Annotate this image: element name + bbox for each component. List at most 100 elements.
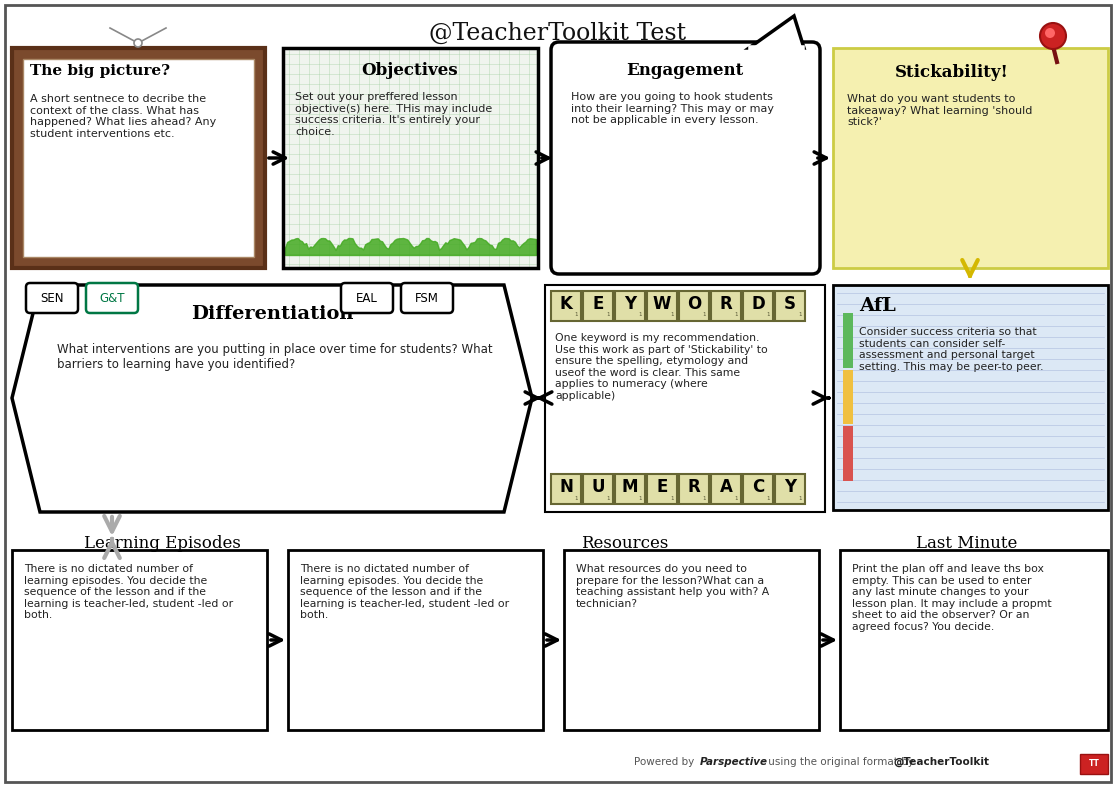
Text: Engagement: Engagement: [626, 62, 743, 79]
Text: 1: 1: [702, 312, 705, 317]
Bar: [833, 285, 1108, 510]
Bar: [615, 291, 645, 321]
Text: 1: 1: [606, 496, 609, 501]
FancyBboxPatch shape: [551, 42, 820, 274]
Bar: [551, 474, 581, 504]
Text: @TeacherToolkit Test: @TeacherToolkit Test: [430, 22, 686, 45]
Bar: [1080, 754, 1108, 774]
Text: using the original format by: using the original format by: [764, 757, 917, 767]
Bar: [12, 550, 267, 730]
Text: 1: 1: [734, 312, 738, 317]
Text: One keyword is my recommendation.
Use this work as part of 'Stickability' to
ens: One keyword is my recommendation. Use th…: [555, 333, 768, 401]
Text: E: E: [593, 295, 604, 313]
Bar: [23, 59, 254, 257]
Bar: [843, 313, 853, 368]
Bar: [775, 474, 805, 504]
Bar: [840, 550, 1108, 730]
Bar: [12, 48, 264, 268]
Bar: [743, 291, 773, 321]
Bar: [564, 550, 819, 730]
Text: There is no dictated number of
learning episodes. You decide the
sequence of the: There is no dictated number of learning …: [25, 564, 233, 620]
Bar: [647, 291, 677, 321]
Bar: [679, 474, 709, 504]
Text: Stickability!: Stickability!: [895, 64, 1009, 81]
Text: G&T: G&T: [99, 291, 125, 305]
Text: R: R: [687, 478, 701, 496]
Text: What do you want students to
takeaway? What learning 'should
stick?': What do you want students to takeaway? W…: [847, 94, 1032, 127]
Bar: [711, 291, 741, 321]
Text: Resources: Resources: [581, 535, 668, 552]
Bar: [711, 474, 741, 504]
Text: Learning Episodes: Learning Episodes: [84, 535, 240, 552]
Text: Parspective: Parspective: [700, 757, 768, 767]
Bar: [743, 474, 773, 504]
Text: S: S: [785, 295, 796, 313]
Circle shape: [134, 39, 142, 47]
Text: N: N: [559, 478, 573, 496]
Text: Print the plan off and leave ths box
empty. This can be used to enter
any last m: Print the plan off and leave ths box emp…: [852, 564, 1051, 632]
Text: Differentiation: Differentiation: [191, 305, 354, 323]
Text: E: E: [656, 478, 667, 496]
Text: The big picture?: The big picture?: [30, 64, 170, 78]
Bar: [288, 550, 543, 730]
FancyBboxPatch shape: [86, 283, 138, 313]
Text: SEN: SEN: [40, 291, 64, 305]
Text: 1: 1: [671, 312, 674, 317]
Bar: [843, 370, 853, 424]
Circle shape: [1040, 23, 1066, 49]
Text: How are you going to hook students
into their learning? This may or may
not be a: How are you going to hook students into …: [571, 92, 775, 125]
FancyBboxPatch shape: [26, 283, 78, 313]
Bar: [679, 291, 709, 321]
Text: 1: 1: [638, 496, 642, 501]
Text: 1: 1: [702, 496, 705, 501]
Circle shape: [1045, 28, 1055, 38]
Bar: [647, 474, 677, 504]
Polygon shape: [12, 285, 532, 512]
Text: 1: 1: [638, 312, 642, 317]
Bar: [775, 291, 805, 321]
Text: 1: 1: [798, 312, 801, 317]
Text: W: W: [653, 295, 671, 313]
Text: There is no dictated number of
learning episodes. You decide the
sequence of the: There is no dictated number of learning …: [300, 564, 509, 620]
Text: Last Minute: Last Minute: [916, 535, 1018, 552]
Text: 1: 1: [606, 312, 609, 317]
Text: A: A: [720, 478, 732, 496]
Text: U: U: [591, 478, 605, 496]
FancyBboxPatch shape: [341, 283, 393, 313]
Text: Consider success criteria so that
students can consider self-
assessment and per: Consider success criteria so that studen…: [859, 327, 1043, 371]
Text: Y: Y: [783, 478, 796, 496]
Text: What resources do you need to
prepare for the lesson?What can a
teaching assista: What resources do you need to prepare fo…: [576, 564, 769, 609]
Bar: [833, 48, 1108, 268]
Text: 1: 1: [575, 496, 578, 501]
Text: D: D: [751, 295, 764, 313]
Bar: [843, 427, 853, 481]
Bar: [583, 291, 613, 321]
Text: 1: 1: [767, 312, 770, 317]
Text: 1: 1: [798, 496, 801, 501]
Bar: [283, 48, 538, 268]
Text: 1: 1: [671, 496, 674, 501]
Bar: [545, 285, 825, 512]
Text: 1: 1: [734, 496, 738, 501]
Text: What interventions are you putting in place over time for students? What
barrier: What interventions are you putting in pl…: [57, 343, 492, 371]
Text: Set out your preffered lesson
objective(s) here. THis may include
success criter: Set out your preffered lesson objective(…: [295, 92, 492, 137]
Text: C: C: [752, 478, 764, 496]
Text: 1: 1: [767, 496, 770, 501]
Bar: [615, 474, 645, 504]
Text: AfL: AfL: [859, 297, 896, 315]
Text: M: M: [622, 478, 638, 496]
Text: O: O: [686, 295, 701, 313]
Text: Objectives: Objectives: [362, 62, 459, 79]
Bar: [551, 291, 581, 321]
Text: 1: 1: [575, 312, 578, 317]
Text: R: R: [720, 295, 732, 313]
Text: TT: TT: [1088, 759, 1099, 768]
Text: Powered by: Powered by: [635, 757, 698, 767]
Bar: [557, 48, 814, 268]
Text: K: K: [559, 295, 573, 313]
FancyBboxPatch shape: [401, 283, 453, 313]
Bar: [283, 48, 538, 268]
Text: A short sentnece to decribe the
context of the class. What has
happened? What li: A short sentnece to decribe the context …: [30, 94, 217, 139]
Text: FSM: FSM: [415, 291, 439, 305]
Text: EAL: EAL: [356, 291, 378, 305]
